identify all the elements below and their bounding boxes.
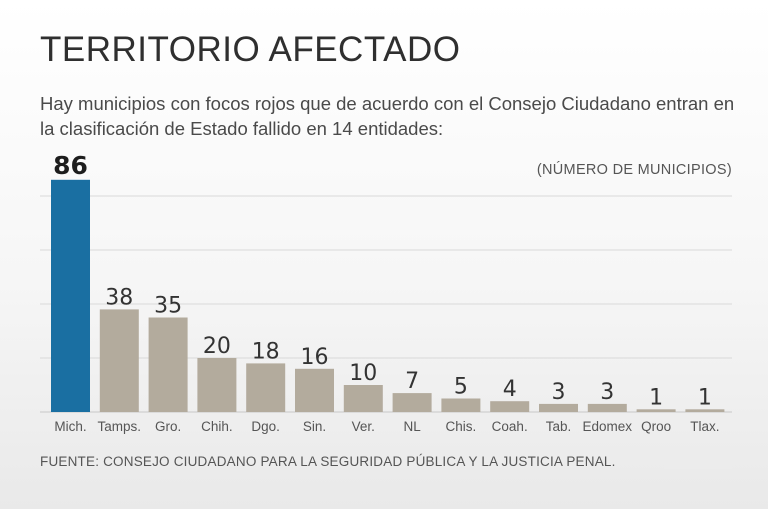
chart-subtitle: Hay municipios con focos rojos que de ac…: [40, 93, 735, 139]
category-label: Tamps.: [98, 419, 142, 434]
bar-mich: [51, 179, 90, 412]
value-label: 35: [154, 294, 182, 319]
source-note: FUENTE: CONSEJO CIUDADANO PARA LA SEGURI…: [40, 454, 616, 469]
value-label: 5: [454, 375, 468, 400]
category-label: Tlax.: [690, 419, 719, 434]
value-label: 3: [600, 380, 614, 405]
bar-nl: [392, 393, 432, 412]
value-label: 4: [503, 377, 517, 402]
category-label: Chih.: [201, 419, 233, 434]
category-label: Qroo: [641, 419, 671, 434]
bar-sin: [295, 368, 334, 412]
chart-title: TERRITORIO AFECTADO: [40, 30, 461, 69]
value-label: 7: [405, 369, 419, 394]
value-label: 20: [203, 334, 231, 359]
category-label: Coah.: [492, 419, 528, 434]
category-label: Dgo.: [251, 419, 280, 434]
bar-dgo: [246, 363, 286, 412]
bar-tlax: [685, 409, 725, 412]
value-label: 3: [552, 380, 566, 405]
bar-tamps: [99, 309, 139, 412]
source-divider: [664, 461, 732, 469]
category-label: Sin.: [303, 419, 326, 434]
category-label: Chis.: [446, 419, 477, 434]
bar-chis: [441, 398, 481, 412]
category-label: Edomex: [583, 419, 633, 434]
bar-coah: [490, 401, 530, 412]
category-label: NL: [403, 419, 421, 434]
category-label: Ver.: [352, 419, 375, 434]
value-label: 10: [349, 361, 377, 386]
category-label: Gro.: [155, 419, 181, 434]
bar-qroo: [636, 409, 676, 412]
value-label: 86: [53, 151, 88, 180]
bars: [51, 179, 725, 412]
bar-tab: [539, 403, 578, 412]
value-labels: 86 38 35 20 18 16 10 7 5 4 3 3 1 1: [53, 151, 712, 410]
value-label: 1: [649, 385, 663, 410]
category-label: Mich.: [54, 419, 86, 434]
bar-gro: [148, 317, 188, 412]
value-label: 1: [698, 385, 712, 410]
units-label: (NÚMERO DE MUNICIPIOS): [536, 162, 732, 178]
value-label: 18: [252, 339, 280, 364]
gridlines: [40, 195, 732, 413]
value-label: 38: [105, 285, 133, 310]
category-labels: Mich. Tamps. Gro. Chih. Dgo. Sin. Ver. NL Chis. C…: [54, 419, 719, 434]
category-label: Tab.: [546, 419, 572, 434]
value-label: 16: [301, 345, 329, 370]
bar-chih: [197, 358, 237, 412]
bar-edomex: [587, 403, 627, 412]
bar-ver: [343, 385, 383, 412]
